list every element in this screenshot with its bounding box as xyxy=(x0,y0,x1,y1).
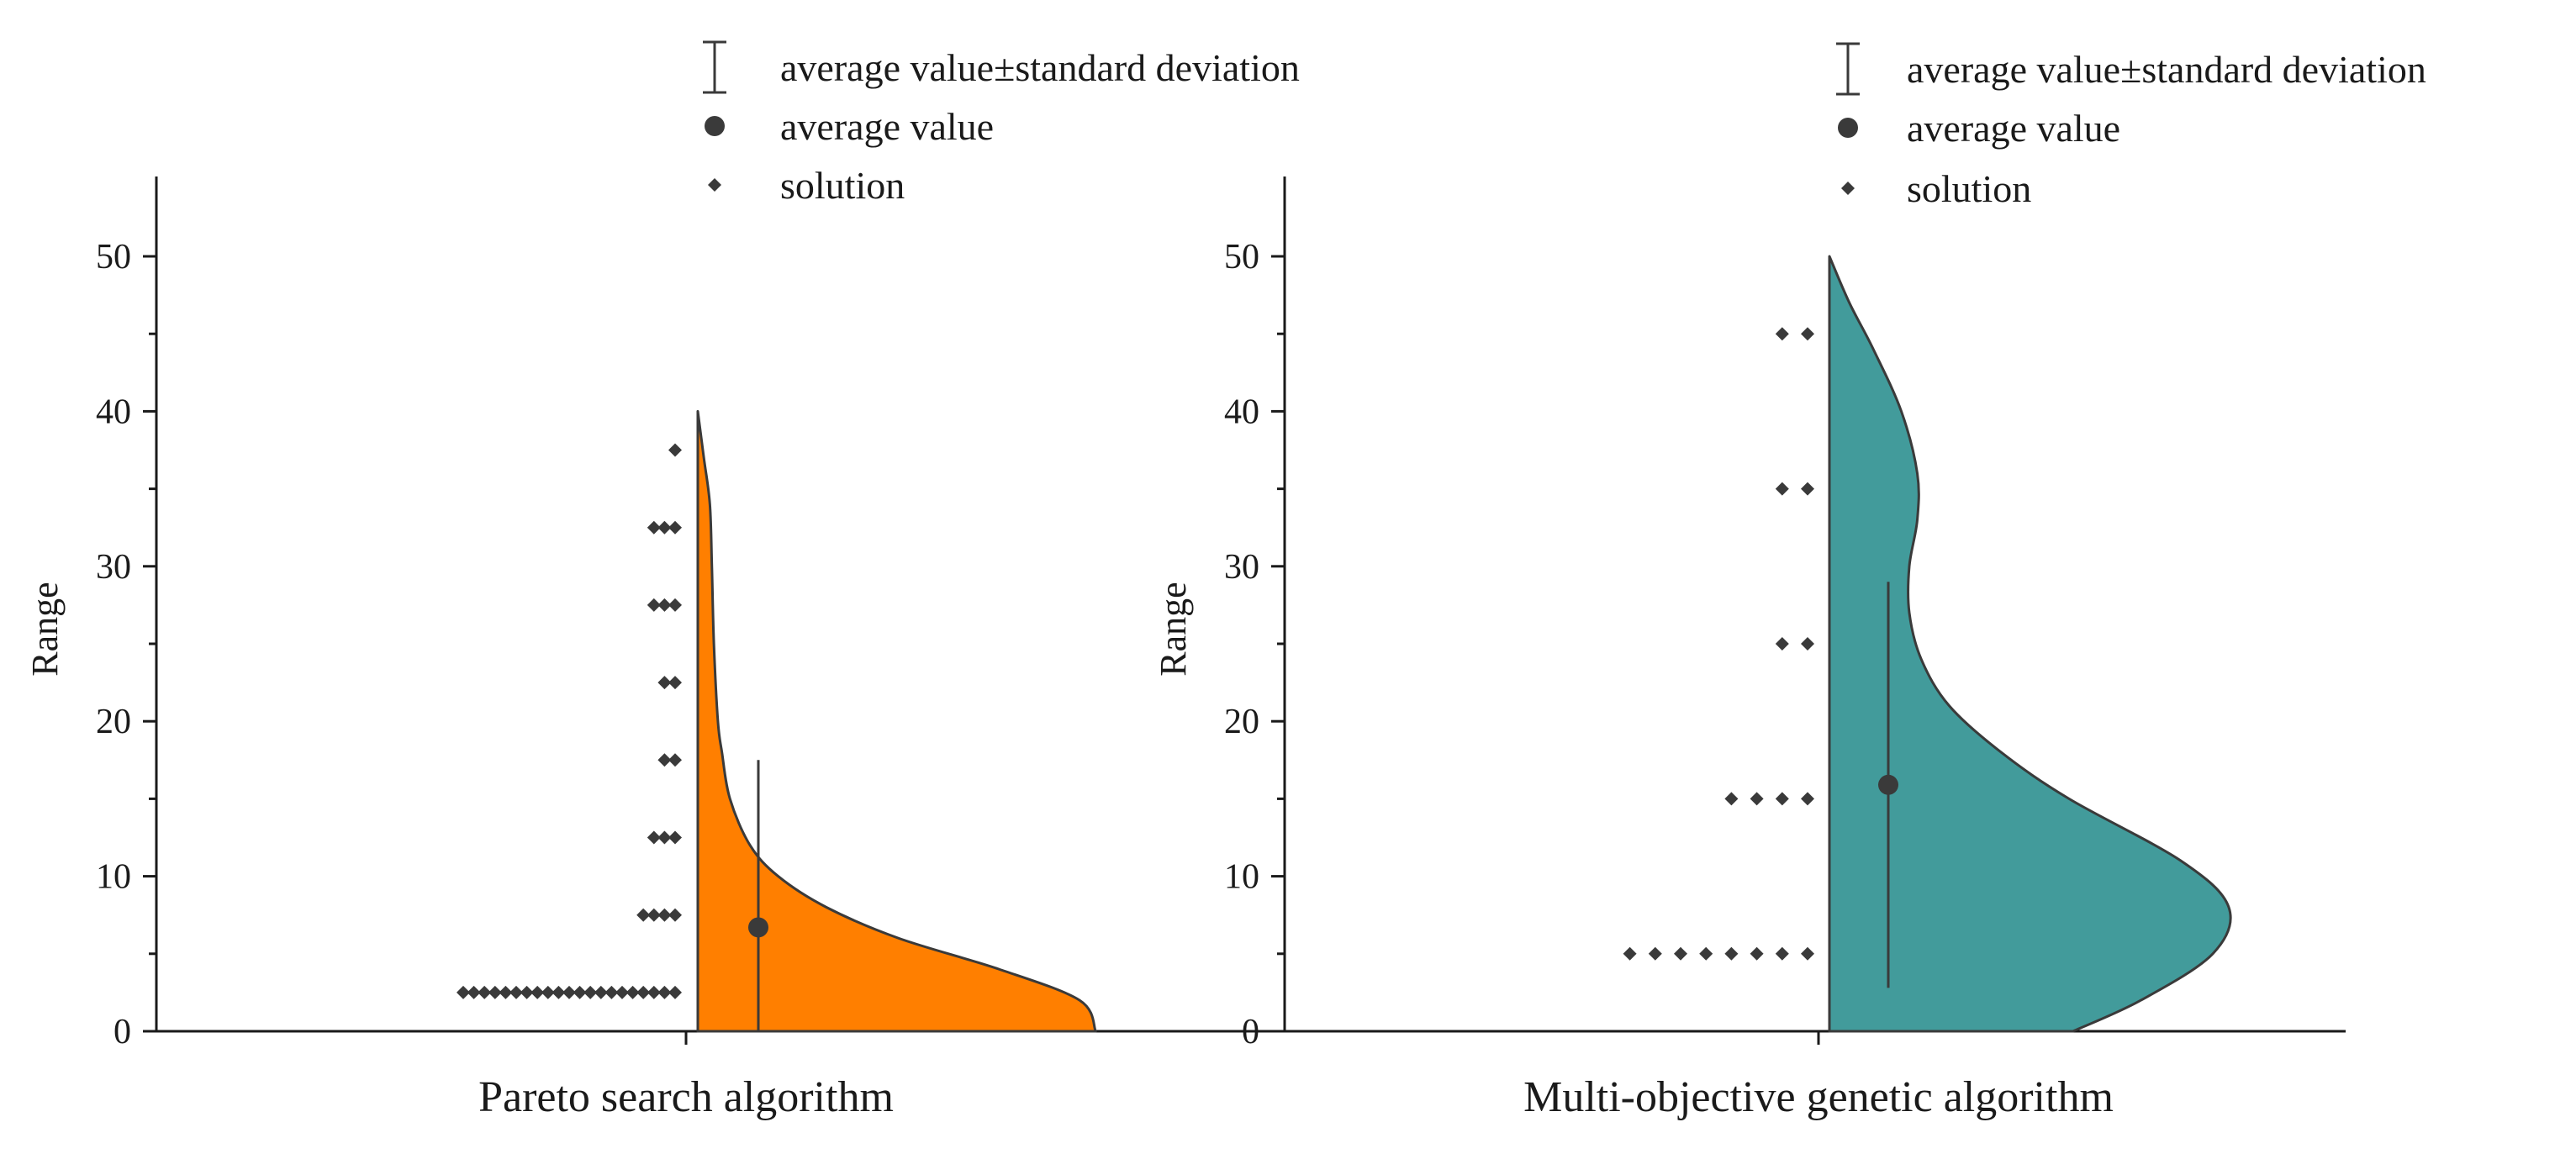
solution-point xyxy=(668,753,682,767)
solution-point xyxy=(668,676,682,690)
solution-point xyxy=(499,985,513,999)
solution-point xyxy=(552,985,566,999)
solution-point xyxy=(1699,946,1713,961)
y-tick-label: 50 xyxy=(1224,238,1259,277)
solution-point xyxy=(657,520,672,535)
solution-point xyxy=(478,985,492,999)
solution-point xyxy=(1775,792,1789,806)
solution-point xyxy=(1775,946,1789,961)
y-tick-label: 40 xyxy=(96,392,131,431)
violin-shape xyxy=(696,409,1097,1033)
mean-marker xyxy=(748,917,768,938)
violin-shape xyxy=(1828,255,2232,1033)
y-tick-label: 20 xyxy=(1224,703,1259,741)
solution-point xyxy=(531,985,545,999)
solution-point xyxy=(541,985,555,999)
solution-point xyxy=(668,520,682,535)
solution-point xyxy=(1750,792,1764,806)
solution-point xyxy=(657,676,672,690)
solution-point xyxy=(573,985,587,999)
solution-point xyxy=(615,985,629,999)
legend-label: solution xyxy=(780,164,905,207)
y-tick-label: 30 xyxy=(1224,548,1259,587)
solution-point xyxy=(520,985,534,999)
panel-multi-objective-genetic: 0 10 20 30 40 50 Multi-objective genetic algor… xyxy=(1153,42,2426,1121)
solution-point xyxy=(657,753,672,767)
legend-diamond-icon xyxy=(1841,182,1855,195)
legend: average value±standard deviation average … xyxy=(703,40,1300,207)
solution-point xyxy=(457,985,470,999)
mean-marker xyxy=(1878,774,1898,795)
legend: average value±standard deviation average … xyxy=(1836,42,2426,210)
solution-point xyxy=(647,985,661,999)
solution-point xyxy=(636,985,651,999)
y-tick-label: 50 xyxy=(96,238,131,277)
solution-point xyxy=(1801,327,1814,341)
solution-point xyxy=(583,985,598,999)
solution-point xyxy=(1801,946,1814,961)
y-tick-label: 30 xyxy=(96,548,131,587)
y-tick-label: 10 xyxy=(1224,858,1259,897)
legend-label: average value±standard deviation xyxy=(1907,48,2426,91)
solution-point xyxy=(1623,946,1637,961)
solution-point xyxy=(668,443,682,457)
y-tick-label: 10 xyxy=(96,858,131,897)
solution-point xyxy=(562,985,576,999)
panel-pareto-search: 0 10 20 30 40 50 Pareto search algorithm Range a… xyxy=(24,40,1300,1121)
solution-point xyxy=(626,985,640,999)
solution-point xyxy=(1801,637,1814,651)
solution-point xyxy=(647,908,661,922)
legend-label: average value xyxy=(780,105,994,148)
solution-point xyxy=(668,908,682,922)
solution-point xyxy=(647,520,661,535)
y-tick-label: 20 xyxy=(96,703,131,741)
solution-point xyxy=(1775,327,1789,341)
solution-point xyxy=(1648,946,1662,961)
solution-point xyxy=(668,830,682,845)
solution-point xyxy=(636,908,651,922)
legend-diamond-icon xyxy=(708,178,721,192)
solution-point xyxy=(668,598,682,612)
x-category-label: Multi-objective genetic algorithm xyxy=(1523,1073,2114,1121)
y-tick-label: 40 xyxy=(1224,392,1259,431)
legend-circle-icon xyxy=(1838,118,1858,138)
y-tick-label: 0 xyxy=(113,1013,131,1051)
legend-label: solution xyxy=(1907,167,2031,210)
solution-point xyxy=(488,985,502,999)
solution-point xyxy=(1674,946,1687,961)
solution-point xyxy=(509,985,523,999)
solution-point xyxy=(657,598,672,612)
solution-point xyxy=(657,985,672,999)
solution-point xyxy=(1750,946,1764,961)
x-category-label: Pareto search algorithm xyxy=(478,1073,894,1121)
solution-point xyxy=(647,830,661,845)
solution-point xyxy=(1775,637,1789,651)
solution-point xyxy=(657,908,672,922)
y-axis-title: Range xyxy=(24,582,66,676)
solution-point xyxy=(1724,792,1739,806)
legend-label: average value±standard deviation xyxy=(780,46,1300,89)
solution-point xyxy=(657,830,672,845)
solution-point xyxy=(668,985,682,999)
solution-point xyxy=(594,985,608,999)
solution-point xyxy=(1724,946,1739,961)
solution-point xyxy=(467,985,481,999)
solution-point xyxy=(1801,792,1814,806)
solution-point xyxy=(647,598,661,612)
legend-circle-icon xyxy=(705,116,725,136)
solution-point xyxy=(1801,482,1814,496)
legend-label: average value xyxy=(1907,107,2120,150)
y-tick-label: 0 xyxy=(1242,1013,1259,1051)
y-axis-title: Range xyxy=(1153,582,1194,676)
solution-point xyxy=(604,985,619,999)
solution-point xyxy=(1775,482,1789,496)
